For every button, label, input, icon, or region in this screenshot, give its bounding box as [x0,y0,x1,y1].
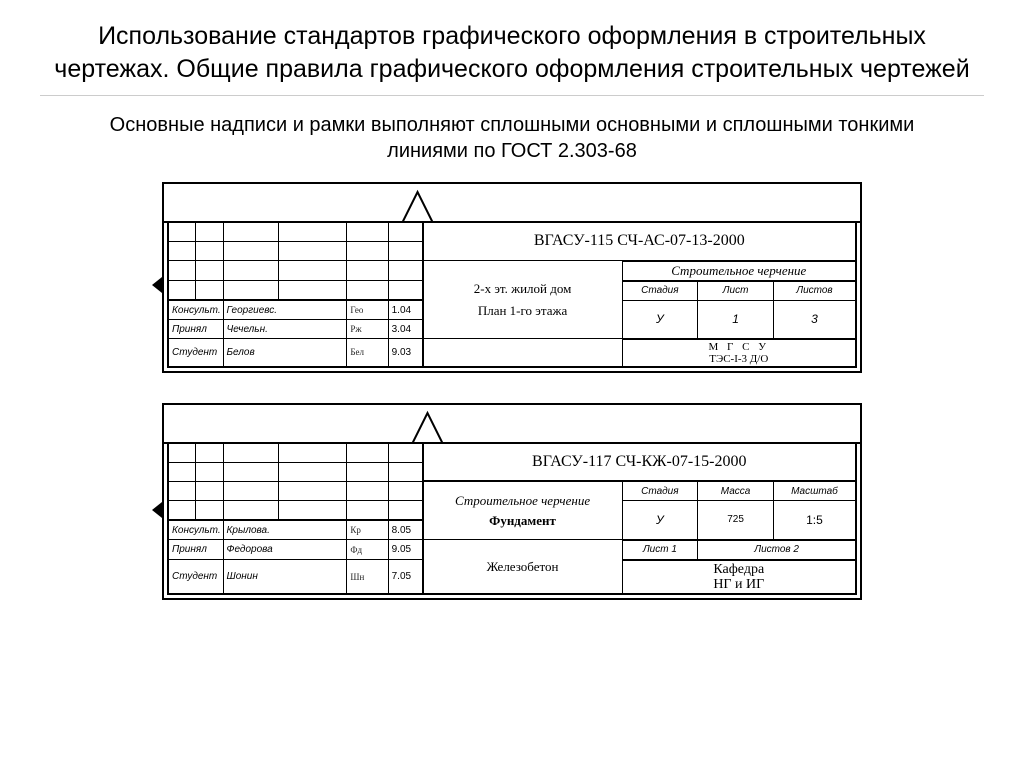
org: Кафедра НГ и ИГ [622,560,856,595]
signature: Бел [347,339,388,367]
name: Белов [223,339,347,367]
divider [40,95,984,96]
doc-number: ВГАСУ-115 СЧ-АС-07-13-2000 [423,222,856,261]
subject: Строительное черчение [622,261,856,281]
date: 9.05 [388,540,422,560]
role: Консульт. [168,520,223,540]
signature: Гео [347,300,388,320]
hdr-sheets: Листов [773,281,856,301]
role: Студент [168,560,223,595]
name: Федорова [223,540,347,560]
val-scale: 1:5 [773,501,856,540]
break-line [167,187,857,221]
stamp2-table: ВГАСУ-117 СЧ-КЖ-07-15-2000 Строительное … [167,442,857,596]
break-line [167,408,857,442]
page-title: Использование стандартов графического оф… [40,20,984,85]
val-mass: 725 [698,501,774,540]
role: Консульт. [168,300,223,320]
signature: Кр [347,520,388,540]
val-stage: У [622,501,698,540]
name: Георгиевс. [223,300,347,320]
stamp1-table: ВГАСУ-115 СЧ-АС-07-13-2000 2-х эт. жилой… [167,221,857,368]
hdr-mass: Масса [698,481,774,501]
object-name: Строительное черчение Фундамент [423,481,623,540]
signature: Рж [347,320,388,339]
val-stage: У [622,300,698,339]
date: 7.05 [388,560,422,595]
sheet-label: Лист 1 [622,540,698,560]
page-subtitle: Основные надписи и рамки выполняют сплош… [80,112,944,164]
name: Крылова. [223,520,347,540]
title-block-2: ВГАСУ-117 СЧ-КЖ-07-15-2000 Строительное … [162,403,862,601]
org: М Г С У ТЭС-I-3 Д/О [622,339,856,367]
val-sheets: 3 [773,300,856,339]
role: Студент [168,339,223,367]
date: 9.03 [388,339,422,367]
sheets-label: Листов 2 [698,540,856,560]
role: Принял [168,320,223,339]
title-block-1: ВГАСУ-115 СЧ-АС-07-13-2000 2-х эт. жилой… [162,182,862,373]
hdr-scale: Масштаб [773,481,856,501]
doc-number: ВГАСУ-117 СЧ-КЖ-07-15-2000 [423,443,856,482]
hdr-stage: Стадия [622,481,698,501]
date: 8.05 [388,520,422,540]
date: 1.04 [388,300,422,320]
date: 3.04 [388,320,422,339]
name: Чечельн. [223,320,347,339]
signature: Шн [347,560,388,595]
hdr-sheet: Лист [698,281,774,301]
hdr-stage: Стадия [622,281,698,301]
material: Железобетон [423,540,623,595]
object-name: 2-х эт. жилой дом План 1-го этажа [423,261,623,339]
val-sheet: 1 [698,300,774,339]
signature: Фд [347,540,388,560]
role: Принял [168,540,223,560]
name: Шонин [223,560,347,595]
